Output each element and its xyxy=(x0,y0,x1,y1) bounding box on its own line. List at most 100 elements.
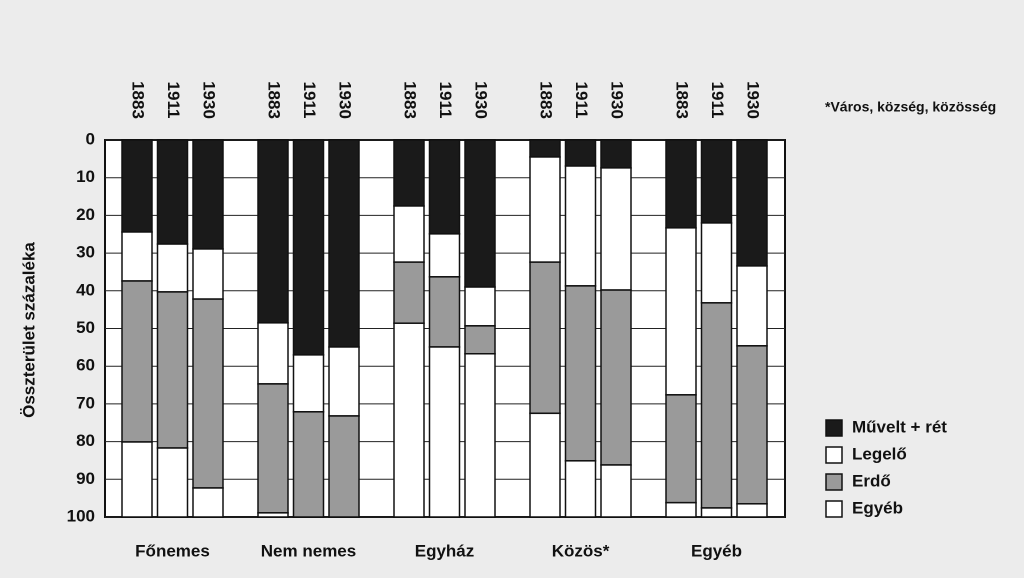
bar-segment xyxy=(393,322,425,518)
legend-label: Erdő xyxy=(852,471,891,490)
bar-segment xyxy=(428,346,461,518)
bar-segment xyxy=(156,243,189,293)
bar-segment xyxy=(393,261,425,324)
y-tick-label: 20 xyxy=(76,205,95,224)
y-tick-label: 30 xyxy=(76,243,95,262)
x-tick-label: 1911 xyxy=(708,82,727,119)
bar-segment xyxy=(292,139,325,356)
bar-segment xyxy=(328,139,360,348)
bar-segment xyxy=(192,139,224,250)
x-tick-label: 1930 xyxy=(744,81,763,119)
x-tick-label: 1883 xyxy=(265,81,284,119)
bar-segment xyxy=(600,167,632,291)
bar-segment xyxy=(700,302,733,509)
x-tick-label: 1911 xyxy=(572,82,591,119)
bar-segment xyxy=(464,325,496,355)
x-tick-label: 1883 xyxy=(673,81,692,119)
bar-segment xyxy=(257,139,289,324)
bar-segment xyxy=(121,280,153,443)
bar-segment xyxy=(700,139,733,224)
legend-swatch xyxy=(825,500,843,518)
bar-segment xyxy=(192,487,224,518)
bar-segment xyxy=(564,165,597,287)
bar-segment xyxy=(665,227,697,396)
legend-label: Egyéb xyxy=(852,498,903,517)
bar-segment xyxy=(700,222,733,304)
group-label: Egyéb xyxy=(691,541,742,560)
bar-segment xyxy=(328,415,360,518)
bar-segment xyxy=(464,286,496,327)
bar-segment xyxy=(121,139,153,233)
legend-swatch xyxy=(825,473,843,491)
bar-segment xyxy=(393,205,425,263)
y-tick-label: 100 xyxy=(67,506,95,525)
bar-segment xyxy=(736,503,768,518)
group-label: Közös* xyxy=(552,541,610,560)
x-tick-label: 1930 xyxy=(472,81,491,119)
bar-segment xyxy=(257,383,289,514)
bar-segment xyxy=(464,139,496,288)
y-tick-label: 0 xyxy=(86,129,95,148)
bar-segment xyxy=(257,512,289,518)
x-tick-label: 1911 xyxy=(300,82,319,119)
y-tick-label: 10 xyxy=(76,167,95,186)
legend-label: Legelő xyxy=(852,444,907,463)
bar-segment xyxy=(600,289,632,466)
x-tick-label: 1883 xyxy=(129,81,148,119)
bar-segment xyxy=(529,261,561,415)
bar-segment xyxy=(564,139,597,167)
bar-segment xyxy=(328,346,360,417)
bar-segment xyxy=(736,139,768,267)
bar-segment xyxy=(564,285,597,462)
bar-segment xyxy=(393,139,425,207)
bar-segment xyxy=(292,354,325,413)
bar-segment xyxy=(292,411,325,518)
bar-segment xyxy=(600,464,632,518)
bar-segment xyxy=(121,231,153,282)
bar-segment xyxy=(529,139,561,158)
x-tick-label: 1930 xyxy=(336,81,355,119)
bar-segment xyxy=(529,412,561,518)
x-tick-label: 1930 xyxy=(200,81,219,119)
group-label: Nem nemes xyxy=(261,541,356,560)
bar-segment xyxy=(428,233,461,278)
y-tick-label: 40 xyxy=(76,280,95,299)
x-tick-label: 1911 xyxy=(164,82,183,119)
bar-segment xyxy=(192,248,224,300)
bar-segment xyxy=(156,139,189,245)
bar-segment xyxy=(665,501,697,518)
bar-segment xyxy=(564,460,597,518)
legend-label: Művelt + rét xyxy=(852,417,947,436)
bar-segment xyxy=(529,156,561,263)
y-axis-title: Összterület százaléka xyxy=(19,242,38,418)
y-tick-label: 50 xyxy=(76,318,95,337)
x-tick-label: 1930 xyxy=(608,81,627,119)
x-tick-label: 1883 xyxy=(537,81,556,119)
group-label: Egyház xyxy=(415,541,475,560)
bar-segment xyxy=(121,441,153,518)
y-tick-label: 60 xyxy=(76,356,95,375)
legend-swatch xyxy=(825,419,843,437)
y-tick-label: 80 xyxy=(76,431,95,450)
bar-segment xyxy=(464,353,496,518)
y-tick-label: 70 xyxy=(76,393,95,412)
bar-segment xyxy=(665,394,697,504)
x-tick-label: 1911 xyxy=(436,82,455,119)
bar-segment xyxy=(257,322,289,385)
bar-segment xyxy=(665,139,697,229)
bar-segment xyxy=(156,291,189,449)
x-tick-label: 1883 xyxy=(401,81,420,119)
bar-segment xyxy=(156,447,189,518)
bar-segment xyxy=(428,276,461,348)
group-label: Főnemes xyxy=(135,541,210,560)
legend-swatch xyxy=(825,446,843,464)
bar-segment xyxy=(600,139,632,169)
y-tick-label: 90 xyxy=(76,469,95,488)
bar-segment xyxy=(192,298,224,489)
bar-segment xyxy=(700,507,733,518)
bar-segment xyxy=(736,265,768,347)
note: *Város, község, közösség xyxy=(825,99,996,115)
bar-segment xyxy=(736,345,768,505)
bar-segment xyxy=(428,139,461,235)
